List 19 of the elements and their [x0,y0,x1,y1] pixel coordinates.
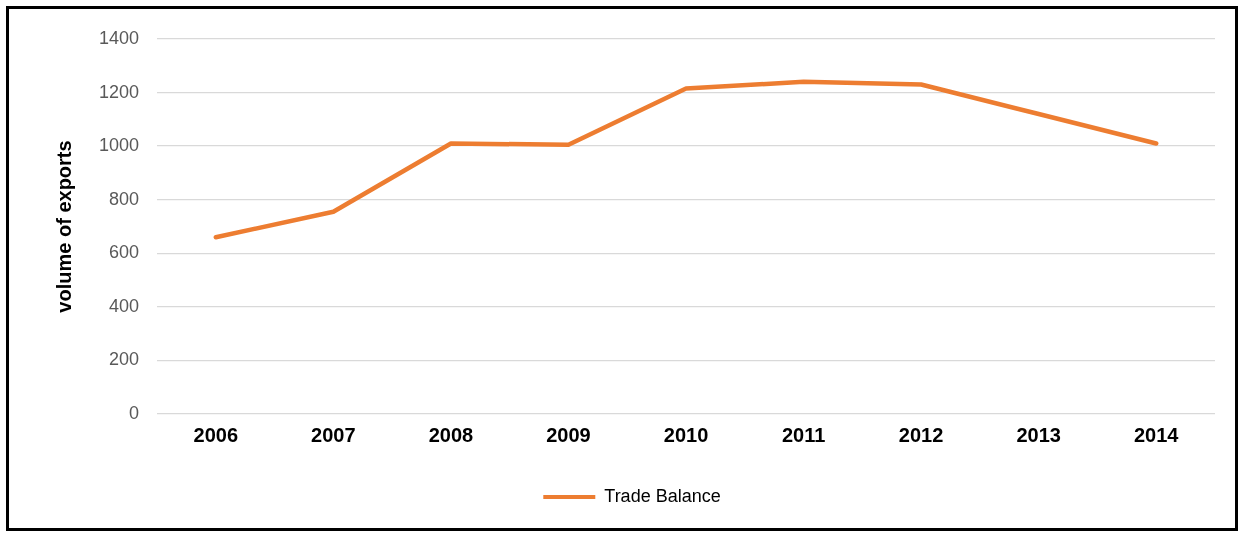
x-tick-label: 2013 [1016,423,1061,446]
legend-label: Trade Balance [604,485,721,506]
x-tick-label: 2007 [311,423,356,446]
x-tick-label: 2006 [193,423,239,446]
x-tick-label: 2009 [546,423,591,446]
y-axis-title: volume of exports [52,140,75,313]
x-tick-label: 2011 [781,423,826,446]
y-tick-label: 1200 [99,81,140,102]
y-tick-label: 0 [129,402,140,423]
y-tick-label: 800 [109,188,140,209]
y-tick-label: 200 [109,349,140,370]
x-tick-label: 2010 [663,423,709,446]
y-tick-label: 400 [109,295,140,316]
y-tick-label: 1000 [99,135,140,156]
x-tick-label: 2014 [1133,423,1180,446]
y-tick-label: 600 [109,242,140,263]
x-tick-label: 2012 [898,423,944,446]
x-tick-label: 2008 [428,423,474,446]
y-tick-label: 1400 [99,27,140,48]
